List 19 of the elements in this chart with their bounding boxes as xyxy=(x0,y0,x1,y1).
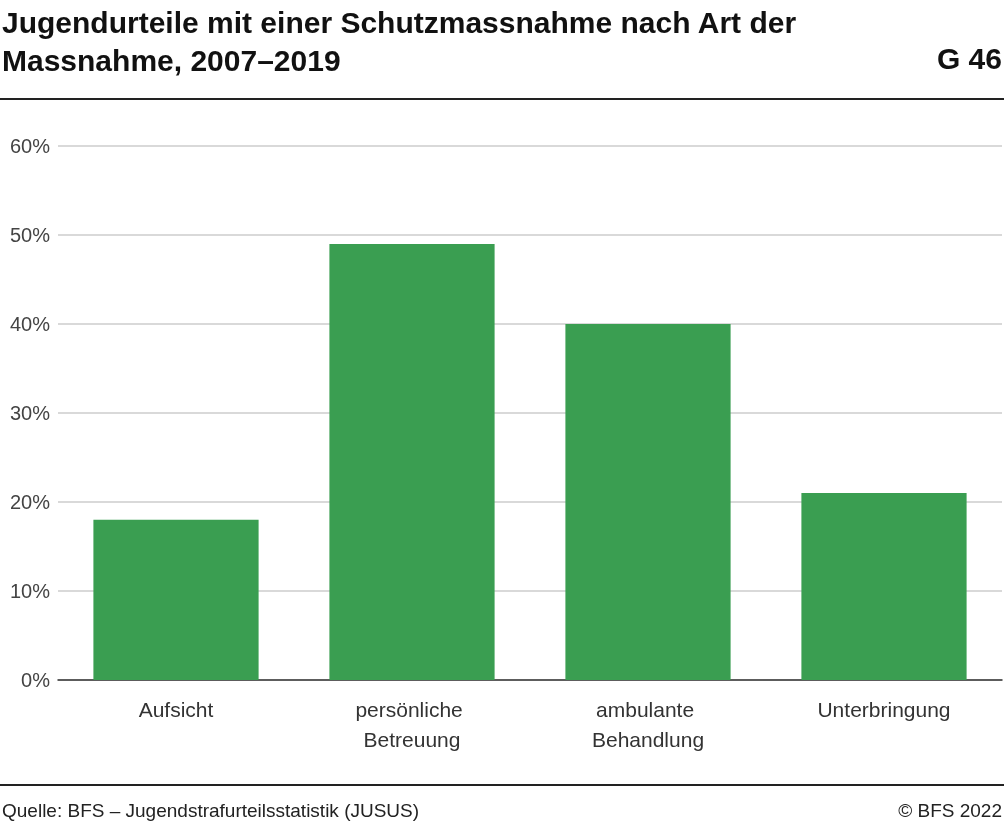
bar xyxy=(565,324,731,680)
x-tick-label: persönliche Betreuung xyxy=(355,697,469,751)
source-note: Quelle: BFS – Jugendstrafurteilsstatistik (JUSUS) xyxy=(2,800,420,822)
y-tick-label: 20% xyxy=(9,491,51,513)
x-tick-label: Unterbringung xyxy=(817,697,951,721)
y-tick-label: 40% xyxy=(9,313,51,335)
y-tick-label: 60% xyxy=(9,135,51,157)
chart-title: Jugendurteile mit einer Schutzmassnahme nach Art der Massnahme, 2007–2019 xyxy=(2,5,798,79)
x-tick-label: ambulante Behandlung xyxy=(591,697,705,751)
y-tick-label: 0% xyxy=(21,669,51,691)
text: © BFS 2022 xyxy=(898,800,1002,822)
y-tick-label: 30% xyxy=(9,402,51,424)
bar xyxy=(93,519,259,680)
text: G 46 xyxy=(936,42,1002,76)
y-tick-label: 50% xyxy=(9,224,51,246)
x-tick-label: Aufsicht xyxy=(138,697,214,721)
y-tick-label: 10% xyxy=(9,580,51,602)
bar xyxy=(801,493,967,680)
bar xyxy=(329,243,495,680)
